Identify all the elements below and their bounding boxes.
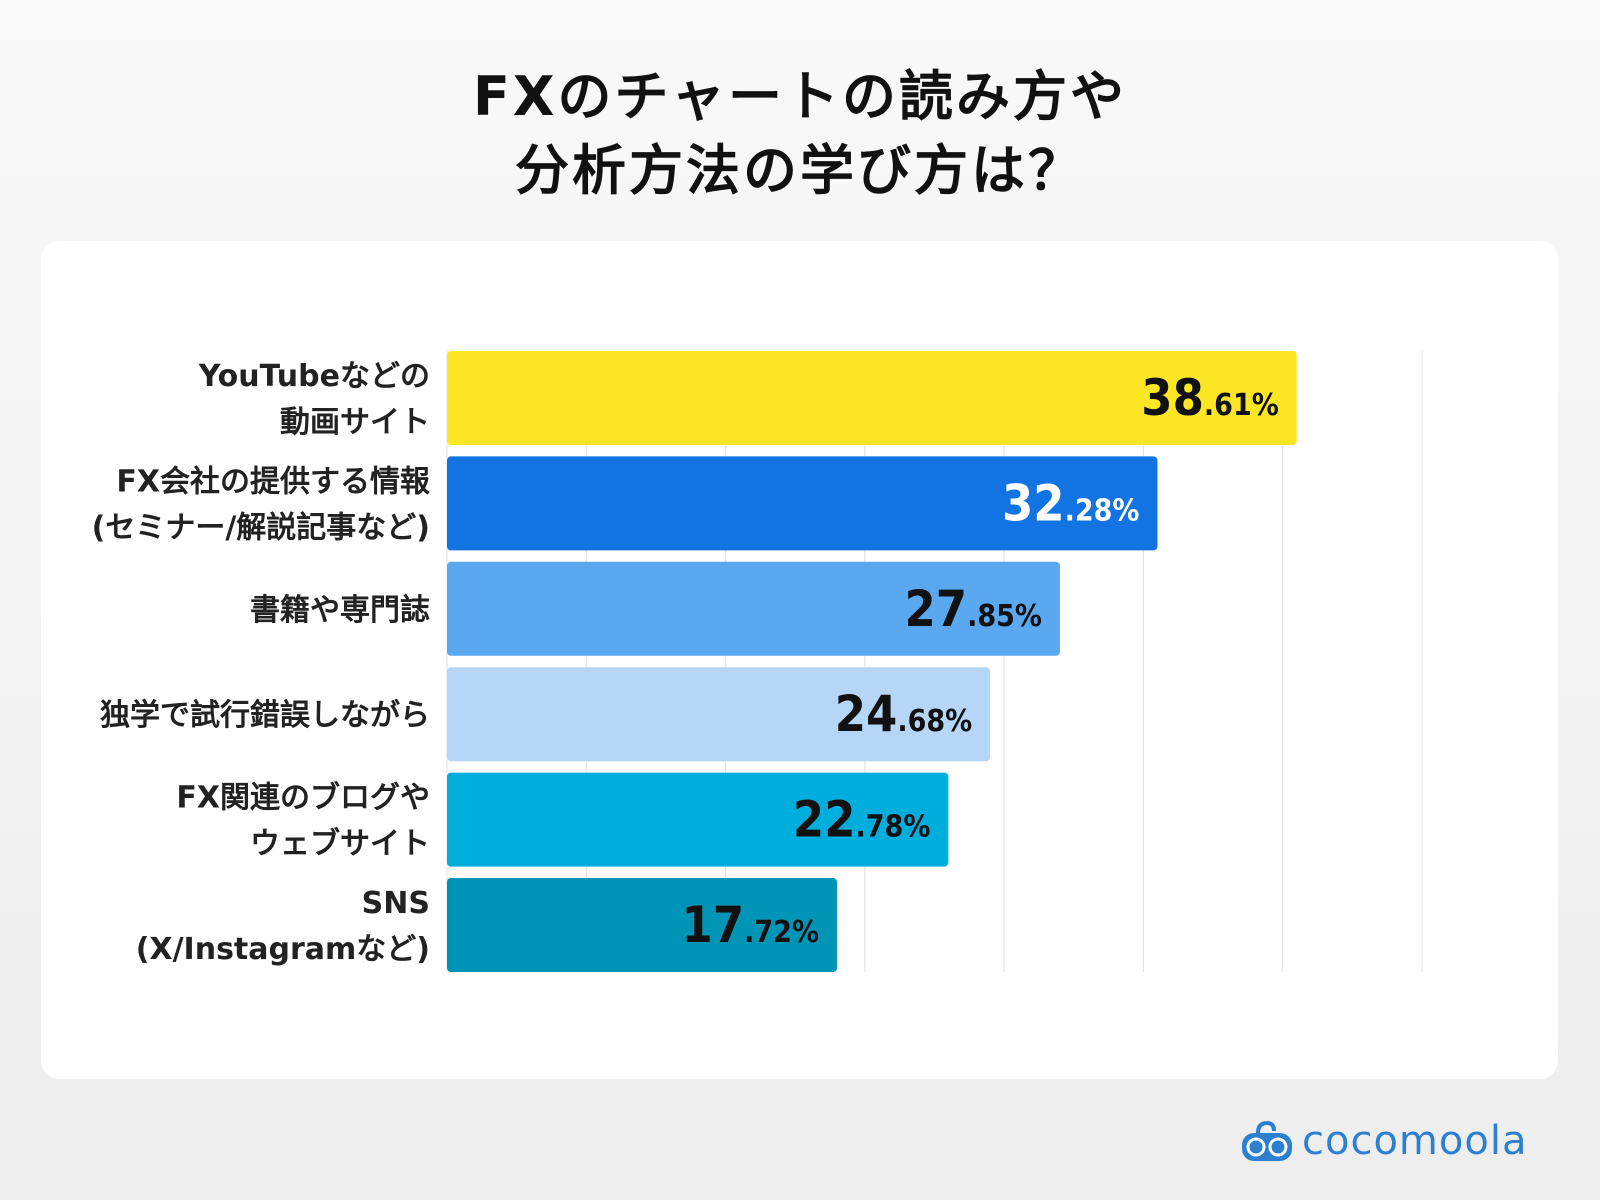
- bar: [447, 456, 1158, 551]
- bar: [447, 772, 949, 867]
- value-integer: 27: [904, 580, 967, 638]
- category-label: (セミナー/解説記事など): [92, 510, 430, 545]
- value-label: 32.28%: [1002, 474, 1139, 532]
- value-decimal: .72%: [744, 915, 819, 950]
- value-label: 24.68%: [835, 685, 972, 743]
- category-label: 書籍や専門誌: [250, 593, 430, 628]
- value-label: 27.85%: [904, 580, 1041, 638]
- value-integer: 24: [835, 685, 898, 743]
- category-label: YouTubeなどの: [198, 359, 430, 394]
- category-label: ウェブサイト: [250, 827, 430, 862]
- value-decimal: .68%: [897, 704, 972, 739]
- bar: [447, 351, 1297, 445]
- value-integer: 17: [682, 896, 745, 954]
- robot-face-icon: [1242, 1120, 1292, 1161]
- category-label: FX関連のブログや: [176, 781, 430, 816]
- chart-card: YouTubeなどの動画サイト 38.61% FX会社の提供する情報 (セミナー/解説…: [41, 241, 1558, 1079]
- category-label: 独学で試行錯誤しながら: [100, 698, 430, 733]
- bar: [447, 561, 1060, 656]
- chart-title: FXのチャートの読み方や 分析方法の学び方は？: [0, 60, 1600, 208]
- category-label: (X/Instagramなど): [136, 932, 430, 967]
- title-line-1: FXのチャートの読み方や: [473, 65, 1127, 128]
- category-label: SNS: [362, 886, 430, 921]
- value-label: 38.61%: [1141, 369, 1278, 427]
- value-decimal: .78%: [856, 810, 931, 845]
- bar: [447, 667, 991, 762]
- bar: [447, 878, 837, 972]
- brand-logo: cocomoola: [1240, 1118, 1527, 1164]
- value-integer: 38: [1141, 369, 1204, 427]
- category-label: 動画サイト: [280, 405, 430, 440]
- value-integer: 32: [1002, 474, 1065, 532]
- brand-name: cocomoola: [1302, 1118, 1528, 1164]
- category-label: FX会社の提供する情報: [116, 464, 431, 499]
- value-integer: 22: [793, 791, 856, 849]
- value-label: 17.72%: [682, 896, 819, 954]
- value-decimal: .85%: [967, 599, 1042, 634]
- value-decimal: .28%: [1065, 493, 1140, 528]
- value-decimal: .61%: [1204, 388, 1279, 423]
- title-line-2: 分析方法の学び方は？: [515, 139, 1085, 202]
- value-label: 22.78%: [793, 791, 930, 849]
